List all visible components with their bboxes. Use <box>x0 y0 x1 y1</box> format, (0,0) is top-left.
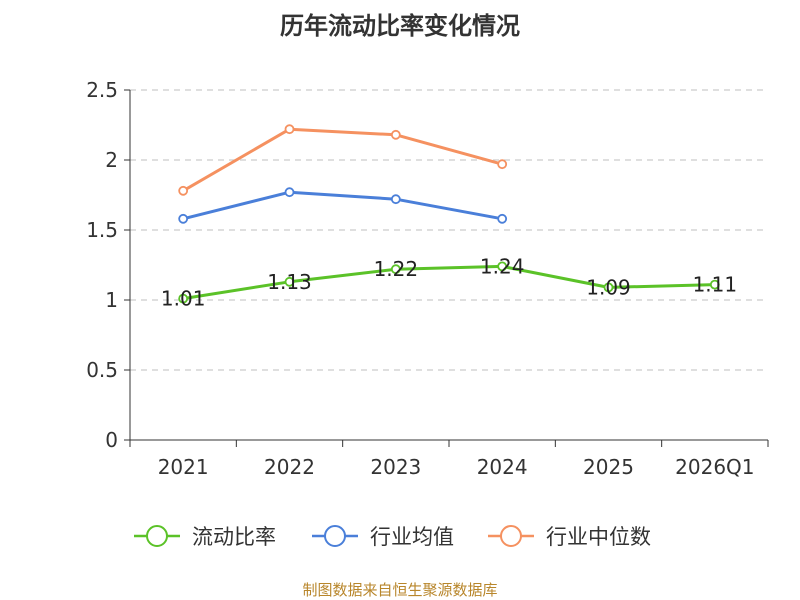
data-point <box>178 213 189 224</box>
data-label: 1.13 <box>267 270 312 294</box>
legend-label: 行业中位数 <box>546 525 651 549</box>
x-tick-label: 2022 <box>264 455 315 479</box>
y-tick-label: 1 <box>105 288 118 312</box>
data-label: 1.01 <box>161 287 206 311</box>
x-tick-label: 2024 <box>477 455 528 479</box>
data-point <box>178 293 189 304</box>
x-tick-label: 2026Q1 <box>675 455 754 479</box>
x-tick-label: 2023 <box>370 455 421 479</box>
data-point <box>284 276 295 287</box>
series-line-1 <box>182 264 715 301</box>
data-point <box>709 279 720 290</box>
data-point <box>390 129 401 140</box>
y-tick-label: 0 <box>105 428 118 452</box>
y-tick-label: 0.5 <box>86 358 118 382</box>
y-tick-label: 1.5 <box>86 218 118 242</box>
data-source-note: 制图数据来自恒生聚源数据库 <box>302 581 498 599</box>
data-point <box>497 261 508 272</box>
x-tick-label: 2021 <box>158 455 209 479</box>
data-label: 1.24 <box>480 254 525 278</box>
y-tick-label: 2 <box>105 148 118 172</box>
data-label: 1.22 <box>374 257 419 281</box>
legend-marker <box>146 525 168 547</box>
data-point <box>497 159 508 170</box>
legend-label: 流动比率 <box>192 525 276 549</box>
data-point <box>603 282 614 293</box>
legend-marker <box>500 525 522 547</box>
data-point <box>284 124 295 135</box>
y-tick-label: 2.5 <box>86 78 118 102</box>
legend-marker <box>324 525 346 547</box>
data-point <box>497 213 508 224</box>
chart-title: 历年流动比率变化情况 <box>280 12 520 40</box>
legend-label: 行业均值 <box>370 525 454 549</box>
series-line-3 <box>182 127 503 193</box>
x-tick-label: 2025 <box>583 455 634 479</box>
data-point <box>284 187 295 198</box>
data-point <box>390 194 401 205</box>
data-label: 1.11 <box>693 273 738 297</box>
series-line-2 <box>182 190 503 221</box>
data-label: 1.09 <box>586 275 631 299</box>
data-point <box>178 185 189 196</box>
data-point <box>390 264 401 275</box>
